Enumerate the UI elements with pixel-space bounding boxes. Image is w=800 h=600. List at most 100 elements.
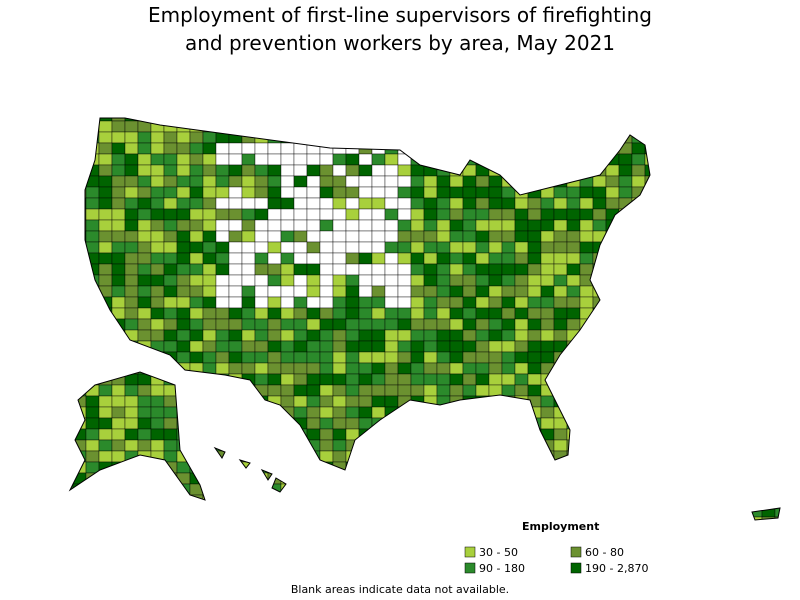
- map-area: [683, 175, 698, 188]
- map-area: [138, 528, 151, 539]
- map-area: [670, 318, 685, 331]
- map-area: [423, 516, 438, 520]
- map-area: [670, 450, 685, 463]
- map-area: [501, 241, 516, 254]
- map-area: [527, 263, 542, 276]
- map-area: [85, 340, 100, 353]
- map-area: [98, 450, 113, 463]
- map-area: [722, 406, 737, 419]
- map-area: [371, 296, 386, 309]
- map-area: [631, 208, 646, 221]
- map-area: [293, 483, 308, 496]
- map-area: [124, 296, 139, 309]
- map-area: [735, 417, 750, 430]
- map-area: [215, 505, 230, 518]
- map-area: [579, 472, 594, 485]
- map-area: [423, 307, 438, 320]
- map-area: [189, 153, 204, 166]
- map-area: [410, 428, 425, 441]
- map-area: [423, 494, 438, 507]
- map-area: [228, 285, 243, 298]
- map-area: [293, 175, 308, 188]
- map-area: [475, 505, 490, 518]
- map-area: [761, 428, 776, 441]
- map-area: [670, 219, 685, 232]
- map-area: [631, 351, 646, 364]
- map-area: [189, 208, 204, 221]
- map-area: [346, 528, 359, 539]
- map-area: [748, 373, 763, 386]
- map-area: [735, 285, 750, 298]
- map-area: [488, 219, 503, 232]
- map-area: [761, 384, 776, 397]
- map-area: [566, 461, 581, 474]
- map-area: [644, 505, 659, 518]
- map-area: [228, 153, 243, 166]
- map-area: [228, 483, 243, 496]
- map-area: [696, 230, 711, 243]
- map-area: [293, 230, 308, 243]
- map-area: [735, 120, 750, 133]
- map-area: [254, 428, 269, 441]
- map-area: [111, 118, 126, 122]
- map-area: [319, 307, 334, 320]
- map-area: [514, 118, 529, 122]
- map-area: [618, 373, 633, 386]
- map-area: [644, 252, 659, 265]
- map-area: [462, 505, 477, 518]
- map-area: [293, 329, 308, 342]
- map-area: [553, 252, 568, 265]
- map-area: [644, 186, 659, 199]
- map-area: [358, 175, 373, 188]
- map-area: [319, 230, 334, 243]
- map-area: [202, 428, 217, 441]
- map-area: [72, 318, 87, 331]
- map-area: [436, 118, 451, 122]
- map-area: [527, 494, 542, 507]
- map-area: [319, 318, 334, 331]
- map-area: [696, 494, 711, 507]
- map-area: [267, 252, 282, 265]
- map-area: [306, 373, 321, 386]
- map-area: [761, 406, 776, 419]
- map-area: [501, 208, 516, 221]
- map-area: [410, 175, 425, 188]
- map-area: [358, 274, 373, 287]
- map-area: [501, 142, 516, 155]
- map-area: [748, 131, 763, 144]
- map-area: [709, 461, 724, 474]
- map-area: [306, 472, 321, 485]
- map-area: [697, 528, 710, 539]
- map-area: [592, 197, 607, 210]
- map-area: [657, 118, 672, 122]
- map-area: [514, 351, 529, 364]
- map-area: [501, 197, 516, 210]
- map-area: [722, 131, 737, 144]
- map-area: [722, 153, 737, 166]
- map-area: [228, 230, 243, 243]
- map-area: [761, 373, 776, 386]
- map-area: [319, 406, 334, 419]
- map-area: [111, 241, 126, 254]
- map-area: [72, 505, 87, 518]
- map-area: [397, 274, 412, 287]
- map-area: [228, 516, 243, 520]
- map-area: [228, 164, 243, 177]
- map-area: [475, 362, 490, 375]
- map-area: [124, 285, 139, 298]
- map-area: [384, 318, 399, 331]
- map-area: [319, 461, 334, 474]
- map-area: [566, 340, 581, 353]
- map-area: [137, 494, 152, 507]
- map-area: [345, 208, 360, 221]
- map-area: [553, 340, 568, 353]
- map-area: [151, 528, 164, 539]
- map-area: [98, 219, 113, 232]
- map-area: [657, 428, 672, 441]
- map-area: [722, 197, 737, 210]
- map-area: [228, 186, 243, 199]
- map-area: [371, 131, 386, 144]
- map-area: [332, 118, 347, 122]
- map-area: [306, 197, 321, 210]
